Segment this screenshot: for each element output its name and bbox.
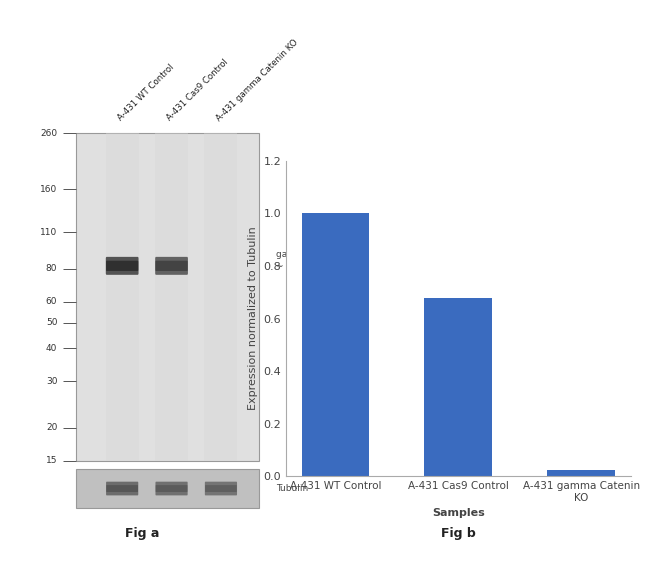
Text: 30: 30 xyxy=(46,377,57,386)
Text: Fig b: Fig b xyxy=(441,526,476,540)
Text: gamma Catenin
~ 82 kDa: gamma Catenin ~ 82 kDa xyxy=(276,250,348,271)
Text: 160: 160 xyxy=(40,185,57,193)
FancyBboxPatch shape xyxy=(106,482,138,495)
Text: 110: 110 xyxy=(40,228,57,236)
Bar xyxy=(106,133,138,461)
X-axis label: Samples: Samples xyxy=(432,509,485,518)
FancyBboxPatch shape xyxy=(106,257,138,275)
FancyBboxPatch shape xyxy=(155,261,188,271)
Bar xyxy=(77,469,259,509)
FancyBboxPatch shape xyxy=(205,482,237,495)
FancyBboxPatch shape xyxy=(107,485,138,492)
Text: 80: 80 xyxy=(46,264,57,273)
Text: Tubulin: Tubulin xyxy=(276,484,308,493)
Text: A-431 gamma Catenin KO: A-431 gamma Catenin KO xyxy=(214,38,300,123)
FancyBboxPatch shape xyxy=(155,482,188,495)
FancyBboxPatch shape xyxy=(106,261,138,271)
Text: 60: 60 xyxy=(46,297,57,306)
Bar xyxy=(547,470,615,476)
FancyBboxPatch shape xyxy=(205,485,237,492)
Bar xyxy=(424,297,492,476)
Text: 50: 50 xyxy=(46,318,57,327)
Bar xyxy=(205,133,237,461)
FancyBboxPatch shape xyxy=(156,485,187,492)
Bar xyxy=(155,133,188,461)
Text: A-431 Cas9 Control: A-431 Cas9 Control xyxy=(165,58,230,123)
Text: A-431 WT Control: A-431 WT Control xyxy=(116,63,176,123)
Text: 260: 260 xyxy=(40,129,57,138)
Text: 20: 20 xyxy=(46,423,57,432)
Text: Fig a: Fig a xyxy=(125,527,159,540)
Text: 40: 40 xyxy=(46,344,57,353)
Text: 15: 15 xyxy=(46,456,57,466)
Bar xyxy=(302,214,369,476)
FancyBboxPatch shape xyxy=(155,257,188,275)
Y-axis label: Expression normalized to Tubulin: Expression normalized to Tubulin xyxy=(248,227,258,410)
Bar xyxy=(77,133,259,461)
